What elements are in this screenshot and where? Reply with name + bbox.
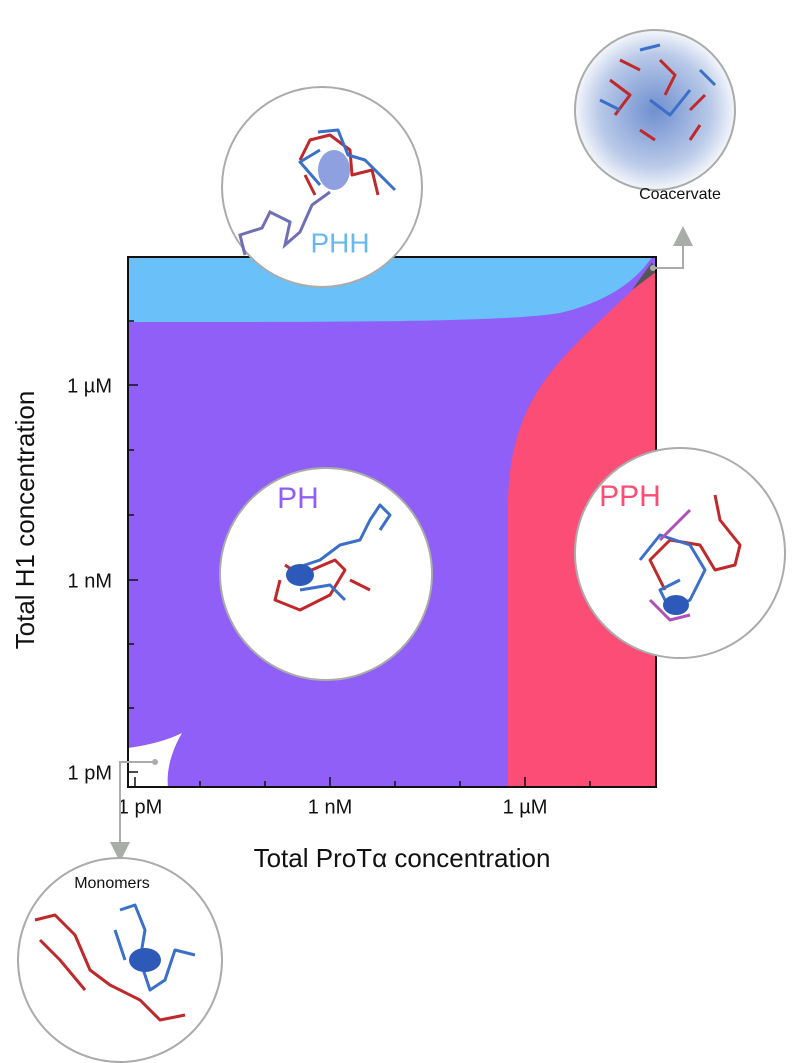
- phh-region: [128, 257, 652, 323]
- monomer-arrow: [110, 761, 155, 862]
- region-label: PHH: [310, 227, 369, 258]
- coacervate-arrow: [653, 226, 693, 269]
- x-axis-label: Total ProTα concentration: [254, 843, 551, 873]
- y-axis-label: Total H1 concentration: [10, 391, 40, 650]
- x-tick-label: 1 pM: [118, 796, 162, 818]
- monomers-bubble: Monomers: [17, 857, 223, 1063]
- arrow-dot: [152, 759, 158, 765]
- pph-bubble: PPH: [574, 447, 786, 659]
- phh-bubble: PHH: [221, 86, 423, 288]
- coacervate-region: [632, 262, 656, 290]
- y-tick-label: 1 nM: [68, 570, 112, 592]
- region-label: Coacervate: [639, 186, 721, 203]
- ticks: [128, 320, 591, 787]
- plot-area: [127, 256, 657, 788]
- x-tick-label: 1 µM: [503, 796, 548, 818]
- y-tick-label: 1 pM: [68, 762, 112, 784]
- ph-bubble: PH: [219, 467, 433, 681]
- region-label: PPH: [599, 480, 661, 513]
- region-label: Monomers: [74, 875, 150, 892]
- y-tick-label: 1 µM: [67, 375, 112, 397]
- region-label: PH: [277, 482, 319, 515]
- arrow-dot: [650, 265, 656, 271]
- x-tick-label: 1 nM: [308, 796, 352, 818]
- coacervate-bubble: Coacervate: [574, 29, 736, 203]
